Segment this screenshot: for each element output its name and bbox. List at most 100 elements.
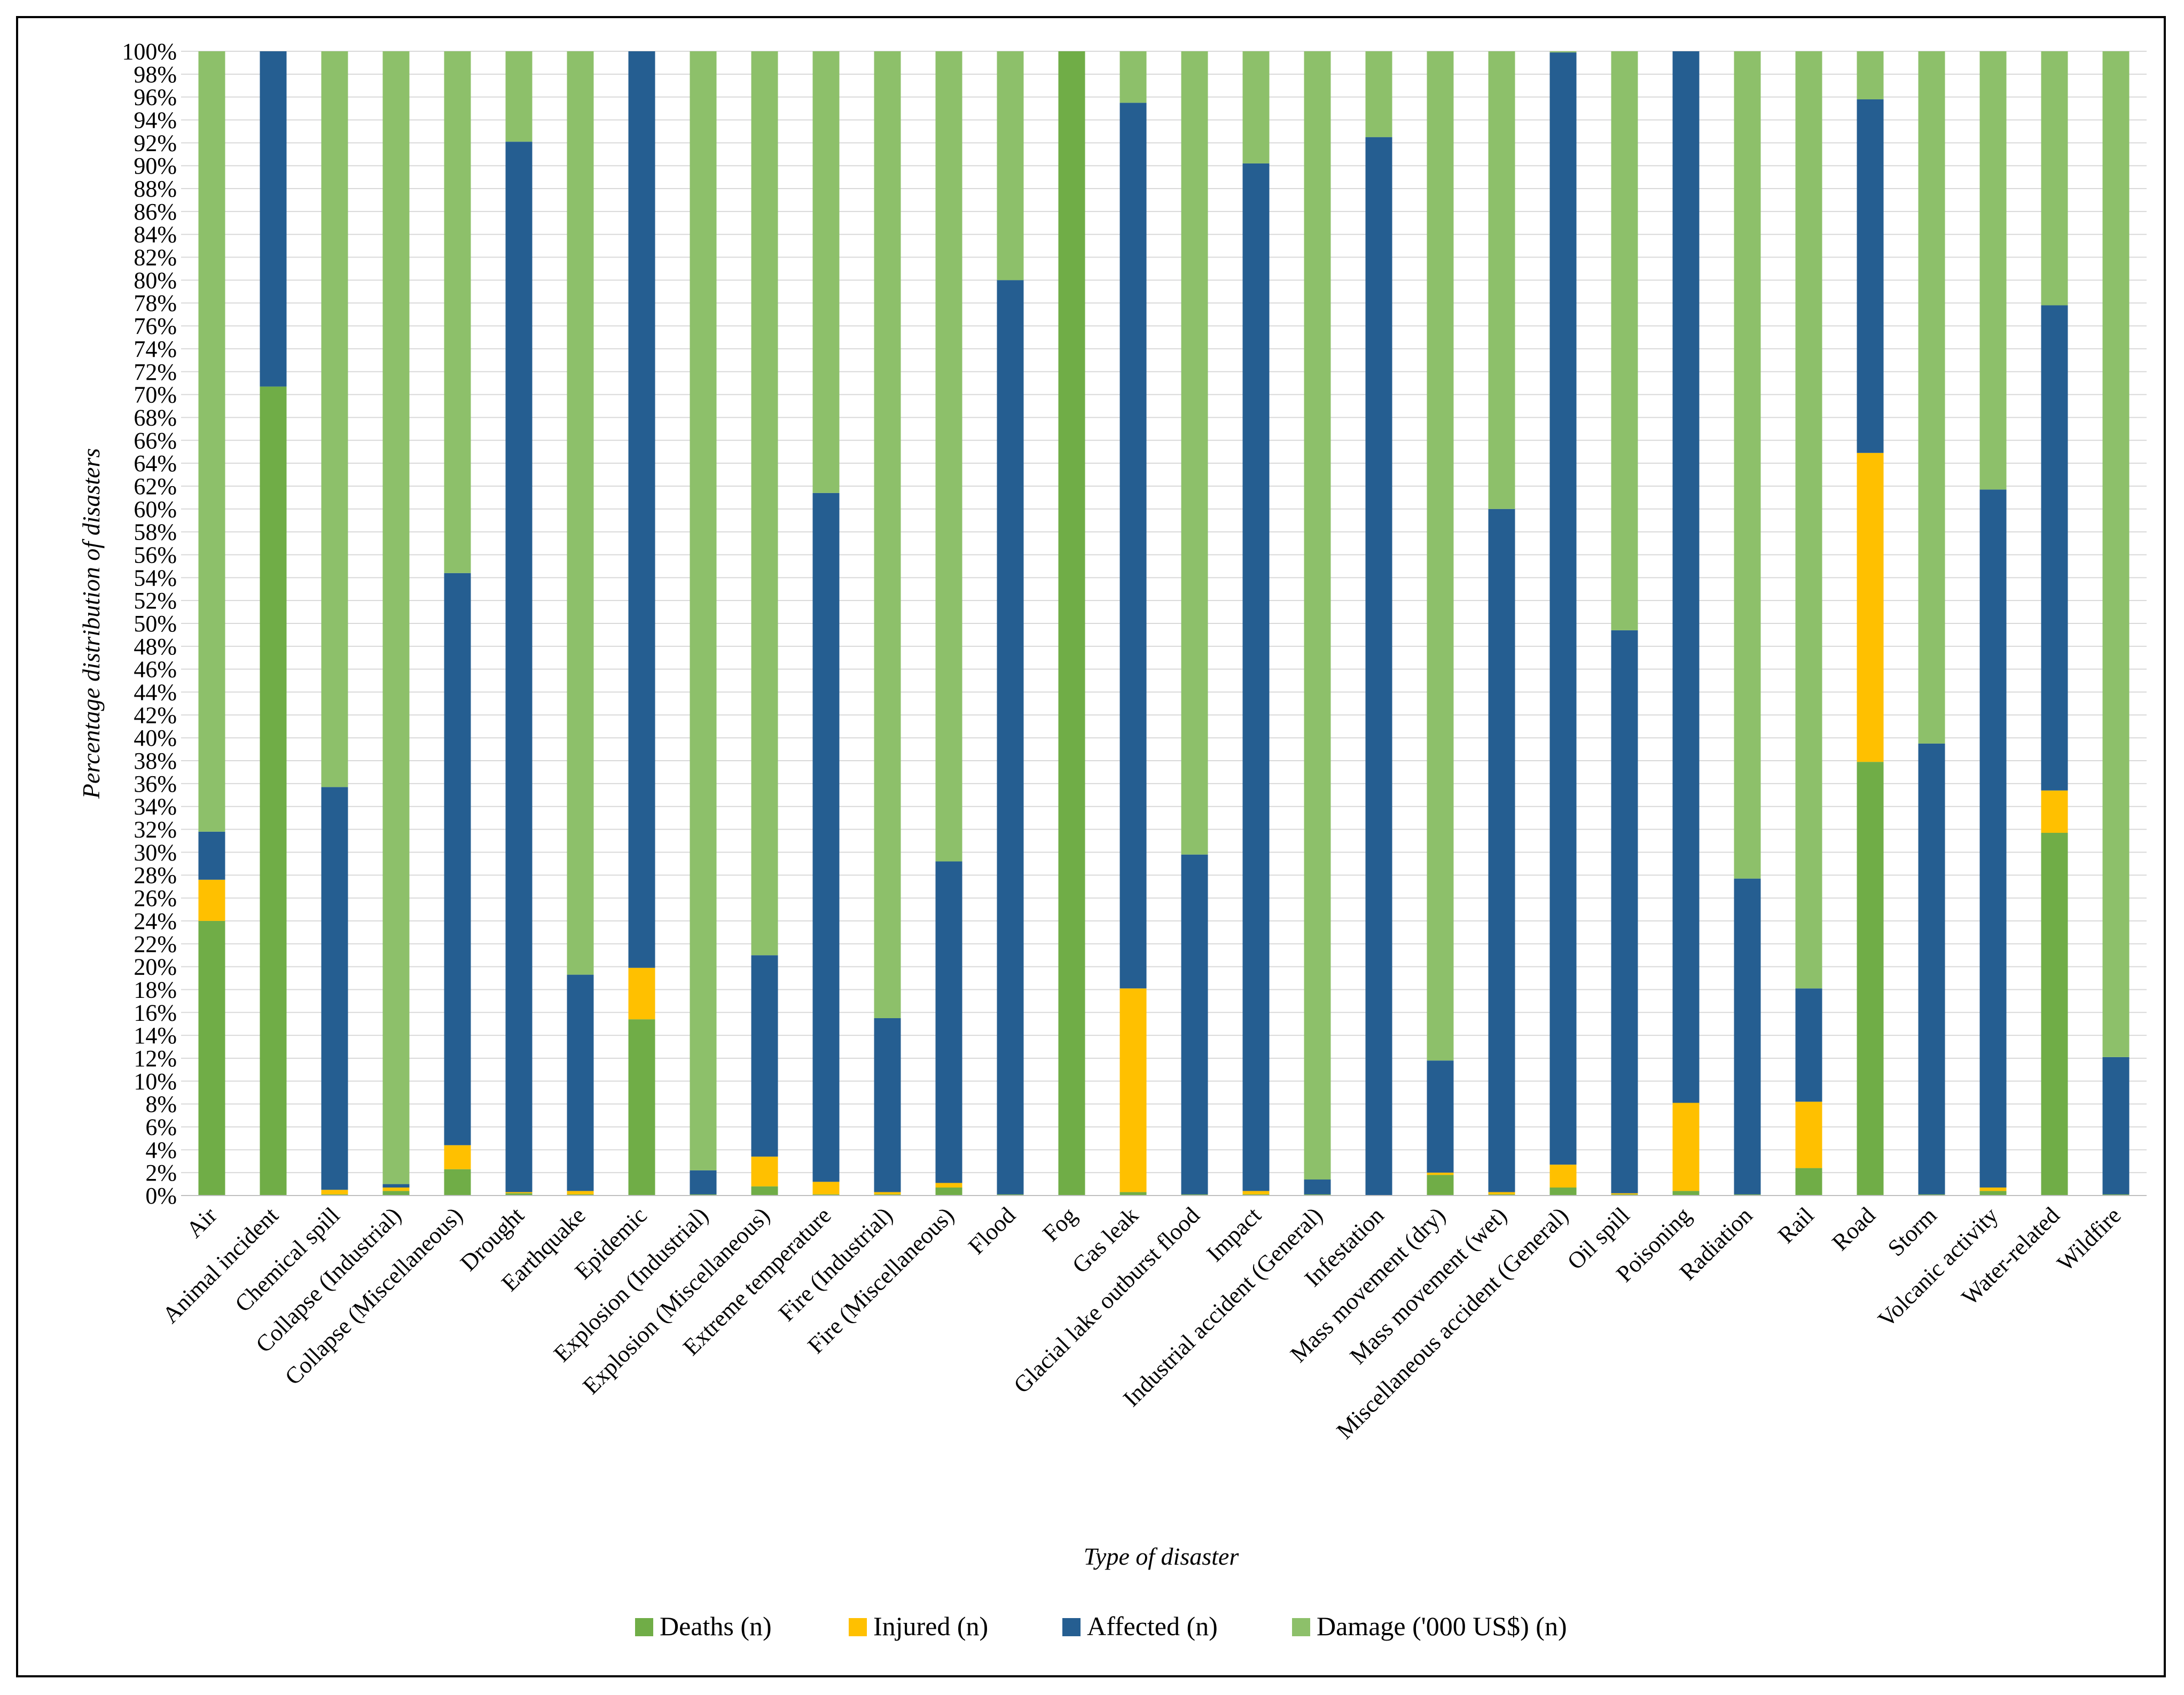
bar-segment-deaths xyxy=(505,1193,533,1196)
bar-segment-deaths xyxy=(1488,1194,1515,1196)
bar-segment-damage xyxy=(1488,51,1515,509)
legend: Deaths (n) Injured (n) Affected (n) Damage … xyxy=(635,1611,1567,1641)
y-tick-label: 96% xyxy=(134,84,177,111)
x-category-label: Road xyxy=(1827,1202,1880,1255)
y-tick-label: 72% xyxy=(134,359,177,385)
y-tick-label: 36% xyxy=(134,771,177,797)
bar-segment-deaths xyxy=(751,1186,778,1196)
y-tick-label: 4% xyxy=(145,1137,177,1163)
bar-segment-affected xyxy=(198,831,225,880)
bar-segment-affected xyxy=(1181,854,1208,1194)
y-tick-label: 98% xyxy=(134,61,177,88)
x-category-label: Air xyxy=(181,1202,222,1243)
bar-segment-affected xyxy=(1795,988,1822,1102)
bar-segment-injured xyxy=(321,1190,348,1194)
bar-segment-deaths xyxy=(874,1194,901,1196)
bar-segment-damage xyxy=(382,51,410,1184)
figure-frame: 0% 2% 4% 6% 8% 10% 12% 14% 16% 18% 20% 22% 24% 26% 28%… xyxy=(16,16,2166,1677)
y-tick-label: 54% xyxy=(134,565,177,591)
y-tick-label: 20% xyxy=(134,954,177,980)
x-category-label: Wildfire xyxy=(2052,1202,2126,1276)
bar-segment-injured xyxy=(1120,988,1147,1192)
bar-segment-deaths xyxy=(1857,762,1884,1196)
y-tick-label: 0% xyxy=(145,1183,177,1209)
bar-segment-damage xyxy=(1120,51,1147,103)
bar-segment-injured xyxy=(1979,1188,2007,1191)
bar-segment-deaths xyxy=(1672,1191,1700,1196)
y-tick-label: 60% xyxy=(134,496,177,522)
bar-segment-deaths xyxy=(198,920,225,1196)
y-tick-label: 68% xyxy=(134,404,177,431)
bar-segment-deaths xyxy=(628,1019,655,1196)
bar-segment-affected xyxy=(260,51,287,387)
bar-segment-affected xyxy=(628,51,655,968)
legend-swatch xyxy=(1292,1618,1310,1636)
bar-segment-deaths xyxy=(812,1194,840,1196)
bar-segment-damage xyxy=(935,51,962,862)
bar-segment-affected xyxy=(874,1018,901,1192)
y-tick-label: 48% xyxy=(134,634,177,660)
y-tick-label: 2% xyxy=(145,1160,177,1186)
bar-segment-affected xyxy=(321,787,348,1190)
bar-segment-affected xyxy=(2041,305,2068,791)
bar-segment-deaths xyxy=(2041,832,2068,1196)
bar-segment-deaths xyxy=(444,1169,471,1196)
y-tick-label: 16% xyxy=(134,999,177,1026)
bar-segment-damage xyxy=(997,51,1024,280)
bar-segment-injured xyxy=(198,879,225,921)
bar-segment-deaths xyxy=(1734,1194,1761,1196)
y-tick-label: 80% xyxy=(134,267,177,293)
bar-segment-affected xyxy=(997,280,1024,1194)
bar-segment-injured xyxy=(874,1192,901,1194)
bar-segment-affected xyxy=(2102,1057,2130,1194)
bar-segment-damage xyxy=(321,51,348,787)
y-tick-label: 28% xyxy=(134,862,177,888)
bar-segment-deaths xyxy=(997,1194,1024,1196)
y-tick-label: 44% xyxy=(134,679,177,706)
legend-label: Deaths (n) xyxy=(660,1611,772,1641)
bar-segment-injured xyxy=(1672,1103,1700,1191)
bar-segment-damage xyxy=(1365,51,1392,137)
bar-segment-affected xyxy=(1918,743,1945,1194)
bar-segment-injured xyxy=(935,1183,962,1188)
bar-segment-affected xyxy=(690,1170,717,1194)
bar-segment-damage xyxy=(1181,51,1208,855)
bars xyxy=(198,51,2130,1196)
bar-segment-affected xyxy=(567,974,594,1191)
bar-segment-injured xyxy=(1427,1173,1454,1175)
bar-segment-damage xyxy=(1795,51,1822,989)
bar-segment-deaths xyxy=(1427,1175,1454,1196)
bar-segment-damage xyxy=(444,51,471,573)
bar-segment-affected xyxy=(1488,509,1515,1192)
y-tick-label: 40% xyxy=(134,725,177,751)
bar-segment-deaths xyxy=(1304,1194,1331,1196)
bar-segment-damage xyxy=(2102,51,2130,1057)
bar-segment-injured xyxy=(628,967,655,1020)
y-tick-label: 26% xyxy=(134,885,177,911)
y-tick-label: 22% xyxy=(134,931,177,957)
y-tick-label: 88% xyxy=(134,176,177,202)
bar-segment-damage xyxy=(505,51,533,142)
bar-segment-damage xyxy=(1918,51,1945,744)
y-tick-label: 52% xyxy=(134,588,177,614)
bar-segment-affected xyxy=(751,955,778,1157)
legend-label: Damage ('000 US$) (n) xyxy=(1317,1611,1567,1641)
bar-segment-injured xyxy=(1488,1192,1515,1194)
y-tick-label: 56% xyxy=(134,542,177,568)
x-category-label: Storm xyxy=(1883,1202,1942,1261)
stacked-bar-chart: 0%2%4%6%8%10%12%14%16%18%20%22%24%26%28%… xyxy=(77,38,2147,1641)
y-axis-title: Percentage distribution of disasters xyxy=(77,448,105,799)
bar-segment-damage xyxy=(812,51,840,493)
bar-segment-injured xyxy=(1611,1193,1638,1194)
bar-segment-injured xyxy=(1857,452,1884,762)
y-tick-label: 70% xyxy=(134,382,177,408)
bar-segment-damage xyxy=(874,51,901,1018)
bar-segment-damage xyxy=(751,51,778,956)
bar-segment-injured xyxy=(505,1192,533,1193)
y-tick-label: 8% xyxy=(145,1091,177,1118)
y-tick-label: 12% xyxy=(134,1045,177,1072)
y-tick-label: 64% xyxy=(134,450,177,477)
bar-segment-damage xyxy=(1611,51,1638,630)
bar-segment-affected xyxy=(1611,630,1638,1193)
